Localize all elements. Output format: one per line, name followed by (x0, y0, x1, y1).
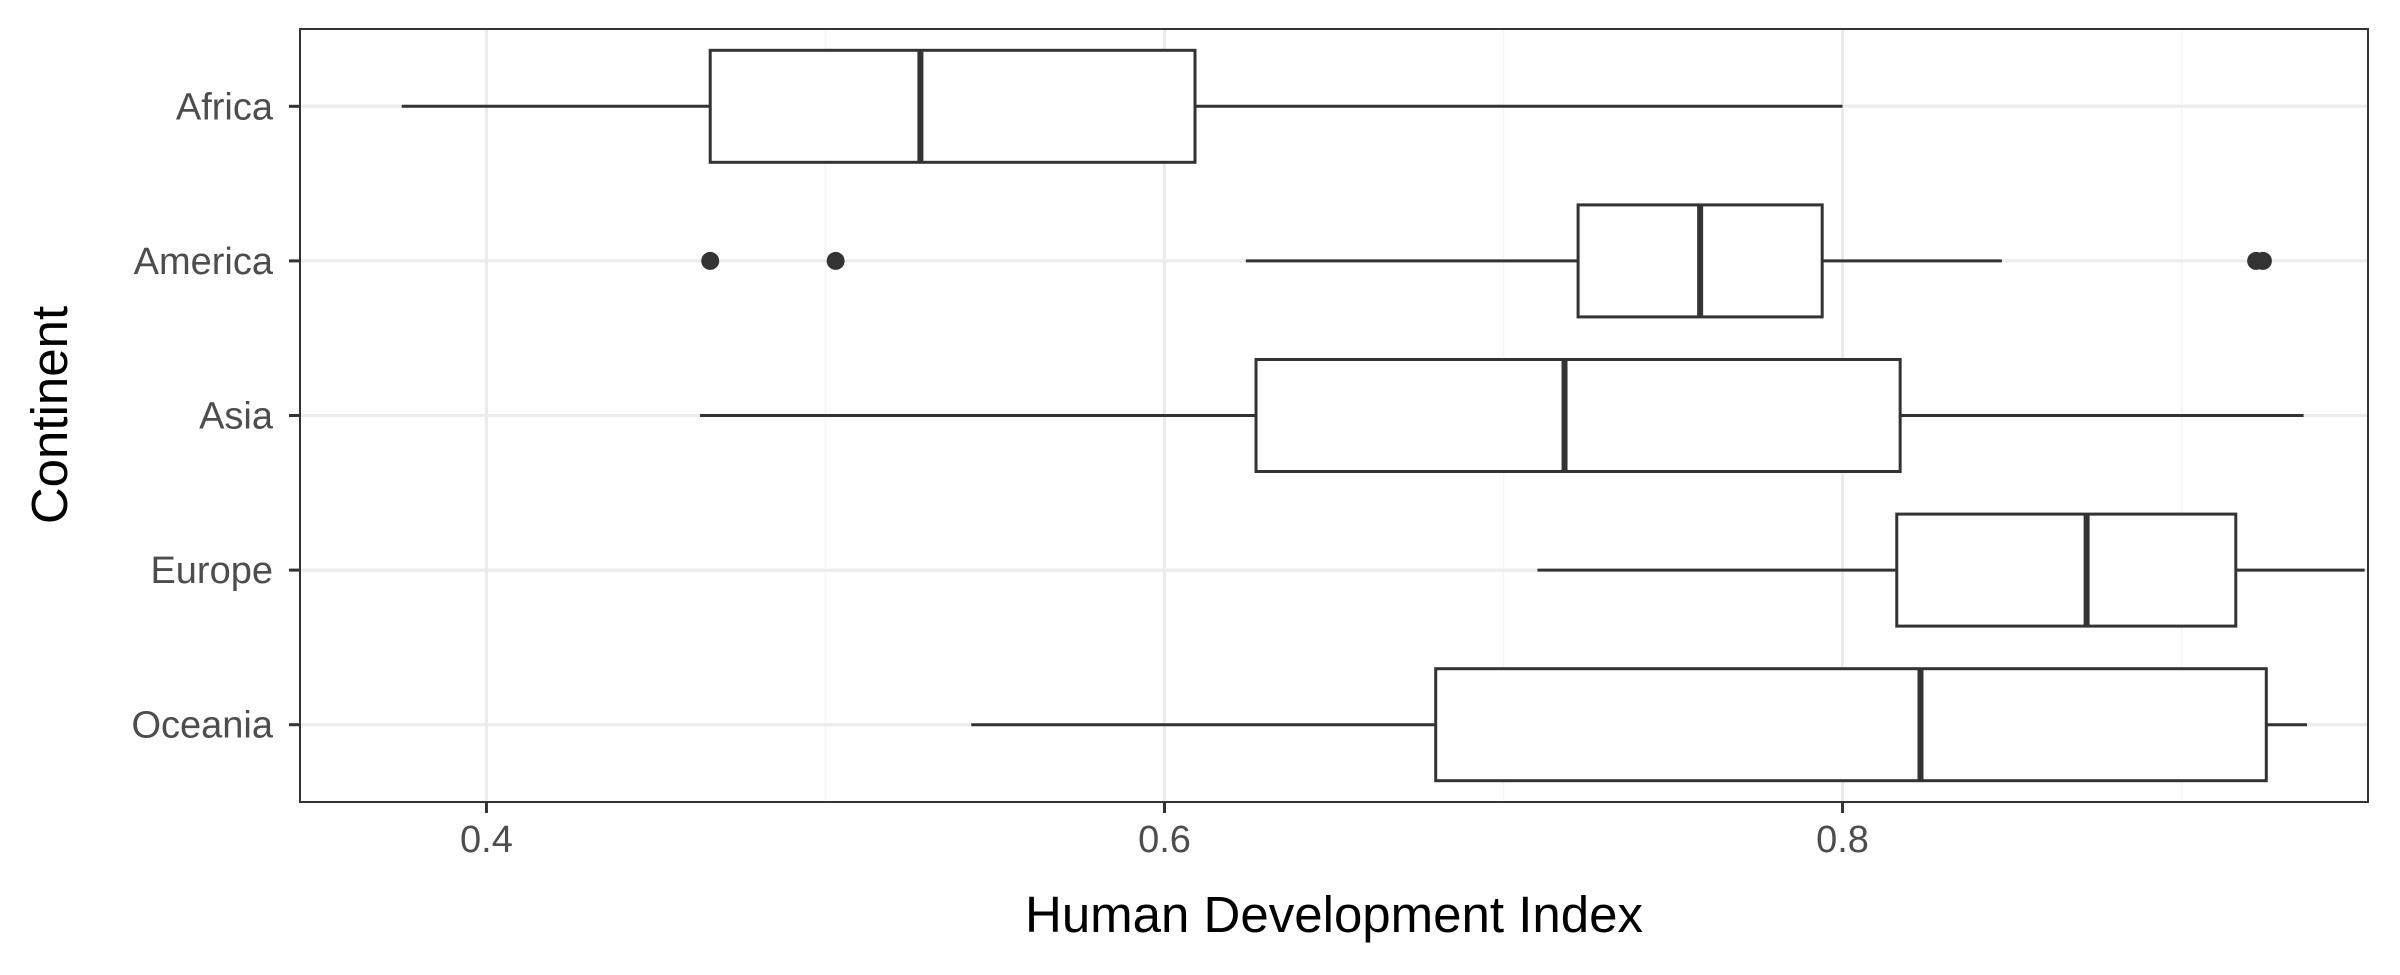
outlier-america-0 (701, 251, 720, 270)
y-tick-label-asia: Asia (199, 396, 274, 438)
iqr-box-africa (708, 48, 1197, 164)
y-tick-label-oceania: Oceania (131, 705, 273, 747)
x-tick-label-1: 0.6 (1138, 819, 1191, 861)
y-axis-title: Continent (21, 306, 78, 524)
y-tick-label-europe: Europe (150, 550, 273, 592)
iqr-box-asia (1254, 358, 1902, 473)
box-america (701, 203, 2272, 319)
box-oceania (971, 667, 2307, 783)
outlier-america-3 (2253, 251, 2272, 270)
y-tick-label-africa: Africa (176, 86, 274, 128)
x-tick-label-2: 0.8 (1816, 819, 1869, 861)
axis-ticks (289, 104, 1845, 813)
box-africa (401, 48, 1843, 164)
box-series (401, 48, 2365, 783)
iqr-box-europe (1895, 512, 2238, 628)
y-tick-label-america: America (134, 241, 274, 283)
outlier-america-1 (826, 251, 845, 270)
box-europe (1537, 512, 2365, 628)
x-axis-title: Human Development Index (1025, 886, 1643, 943)
iqr-box-oceania (1434, 667, 2268, 783)
tick-labels: Africa America Asia Europe Oceania 0.4 0.6 0.8 (131, 86, 1868, 861)
box-asia (700, 358, 2304, 473)
x-tick-label-0: 0.4 (460, 819, 513, 861)
